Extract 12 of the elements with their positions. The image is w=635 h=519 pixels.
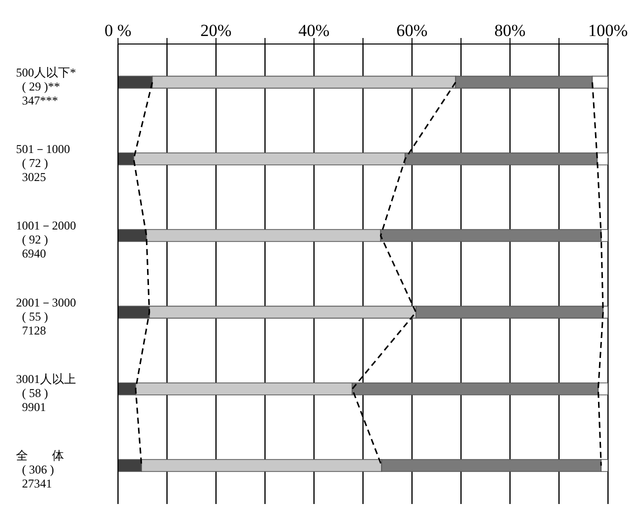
y-tick-label: 全 体 ( 306 ) 27341 bbox=[16, 448, 64, 491]
x-tick-label: 100% bbox=[588, 21, 628, 40]
y-tick-label: 500人以下* ( 29 )** 347*** bbox=[16, 65, 76, 108]
x-tick-label: 80% bbox=[494, 21, 526, 40]
y-tick-label: 2001－3000 ( 55 ) 7128 bbox=[16, 295, 76, 338]
x-tick-label: 20% bbox=[200, 21, 232, 40]
x-tick-label: 0 % bbox=[104, 21, 132, 40]
y-tick-label: 1001－2000 ( 92 ) 6940 bbox=[16, 218, 76, 261]
x-tick-label: 60% bbox=[396, 21, 428, 40]
y-tick-label: 501－1000 ( 72 ) 3025 bbox=[16, 142, 70, 184]
y-tick-label: 3001人以上 ( 58 ) 9901 bbox=[16, 372, 76, 414]
x-tick-label: 40% bbox=[298, 21, 330, 40]
